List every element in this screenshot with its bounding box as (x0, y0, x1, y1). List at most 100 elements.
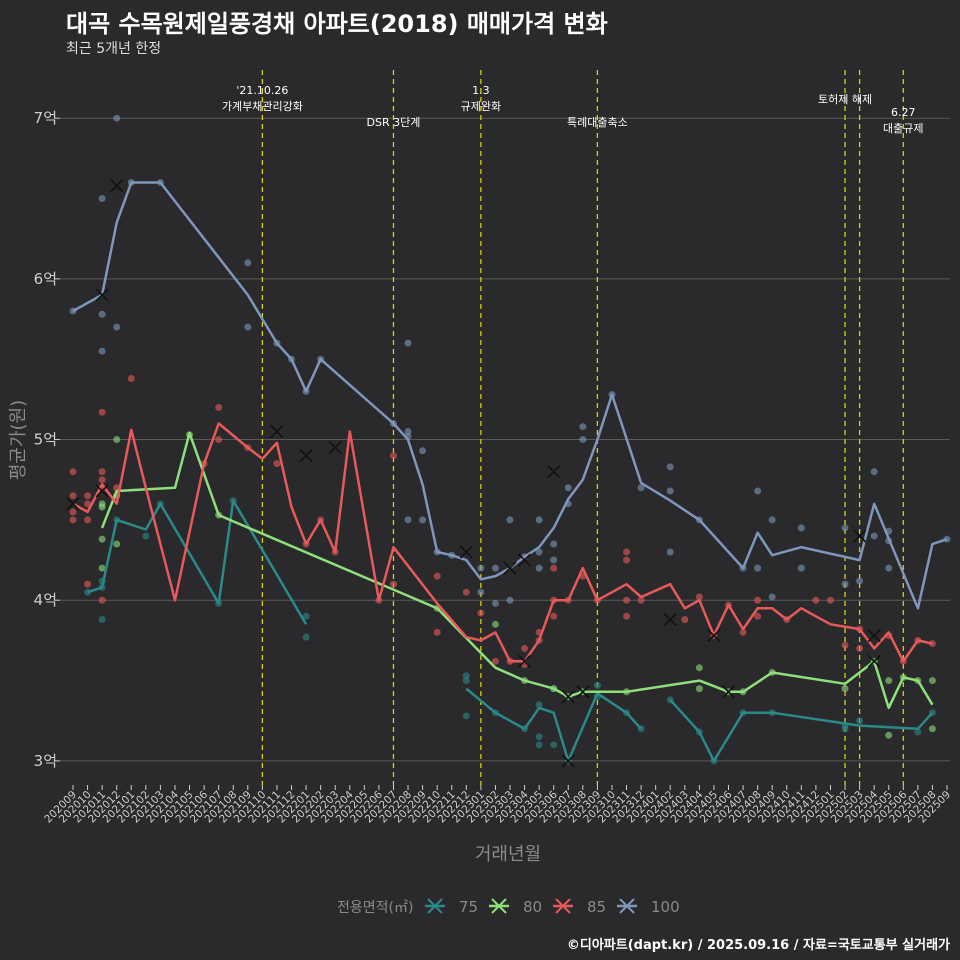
data-point-85 (623, 556, 631, 564)
data-point-100 (579, 423, 587, 431)
y-tick-label: 7억 (34, 109, 57, 127)
legend-marker-75 (427, 898, 443, 914)
chart-subtitle: 최근 5개년 한정 (66, 41, 162, 57)
cross-marker-100 (459, 545, 473, 559)
data-point-100 (404, 516, 412, 524)
legend-label-85: 85 (587, 898, 606, 916)
data-point-80 (491, 620, 499, 628)
cross-marker-100 (110, 179, 124, 193)
data-point-85 (623, 596, 631, 604)
data-point-100 (113, 323, 121, 331)
data-point-100 (870, 532, 878, 540)
data-point-75 (535, 733, 543, 741)
policy-annotation: 1.3 (472, 84, 490, 97)
data-point-100 (768, 593, 776, 601)
data-point-85 (928, 640, 936, 648)
cross-marker-85 (328, 441, 342, 455)
cross-marker-100 (547, 465, 561, 479)
data-point-100 (564, 484, 572, 492)
legend-marker-85 (555, 898, 571, 914)
data-point-100 (244, 259, 252, 267)
data-point-85 (215, 436, 223, 444)
data-point-85 (98, 468, 106, 476)
data-point-85 (681, 616, 689, 624)
cross-marker-85 (66, 497, 80, 511)
cross-marker-85 (270, 424, 284, 439)
y-axis-title: 평균가(원) (8, 400, 29, 480)
data-point-85 (389, 580, 397, 588)
data-point-100 (535, 516, 543, 524)
data-point-100 (113, 114, 121, 122)
series-line-75 (465, 687, 643, 763)
data-point-100 (797, 524, 805, 532)
cross-marker-100 (853, 529, 867, 543)
cross-marker-85 (299, 449, 313, 463)
data-point-80 (113, 436, 121, 444)
data-point-85 (127, 374, 135, 382)
data-point-100 (870, 468, 878, 476)
policy-annotation: 규제완화 (461, 100, 501, 113)
data-point-100 (491, 564, 499, 572)
data-point-100 (535, 564, 543, 572)
data-point-85 (215, 403, 223, 411)
series-line-100 (72, 181, 948, 610)
data-point-85 (841, 641, 849, 649)
data-point-85 (69, 516, 77, 524)
cross-marker-85 (518, 654, 532, 668)
cross-marker-75 (561, 754, 575, 768)
data-point-85 (69, 468, 77, 476)
data-point-85 (754, 612, 762, 620)
policy-annotation: '21.10.26 (236, 84, 288, 97)
legend-marker-80 (491, 898, 507, 914)
series-line-80 (100, 431, 934, 710)
data-point-80 (98, 503, 106, 511)
y-tick-labels: 3억 4억 5억 6억 7억 (34, 109, 60, 770)
legend-title: 전용면적(㎡) (337, 900, 413, 916)
legend-label-100: 100 (651, 898, 680, 916)
data-point-80 (695, 685, 703, 693)
data-point-85 (433, 628, 441, 636)
data-point-75 (856, 717, 864, 725)
cross-marker-80 (867, 654, 881, 668)
data-point-100 (491, 599, 499, 607)
data-point-85 (69, 508, 77, 516)
cross-marker-80 (721, 685, 736, 699)
series-line-75 (669, 698, 934, 763)
data-point-75 (462, 672, 470, 680)
data-point-100 (98, 310, 106, 318)
chart-title: 대곡 수목원제일풍경채 아파트(2018) 매매가격 변화 (66, 10, 608, 38)
data-point-85 (550, 564, 558, 572)
data-point-85 (550, 612, 558, 620)
policy-lines (261, 70, 904, 785)
data-point-75 (302, 633, 310, 641)
data-point-85 (623, 612, 631, 620)
data-point-85 (856, 644, 864, 652)
data-point-85 (69, 492, 77, 500)
data-point-100 (506, 516, 514, 524)
data-point-100 (885, 564, 893, 572)
x-tick-labels: 2020092020102020112020122021012021022021… (42, 785, 953, 825)
data-point-100 (477, 564, 485, 572)
data-point-85 (84, 516, 92, 524)
data-point-75 (462, 712, 470, 720)
data-point-85 (462, 588, 470, 596)
data-point-80 (885, 731, 893, 739)
data-point-85 (521, 644, 529, 652)
legend: 전용면적(㎡) 75 80 85 100 (337, 898, 680, 916)
cross-markers (66, 179, 881, 768)
data-point-75 (462, 677, 470, 685)
legend-label-80: 80 (523, 898, 542, 916)
data-point-85 (389, 452, 397, 460)
data-point-100 (419, 516, 427, 524)
data-point-100 (244, 323, 252, 331)
data-point-85 (98, 596, 106, 604)
legend-label-75: 75 (459, 898, 478, 916)
data-point-100 (797, 564, 805, 572)
data-point-85 (273, 460, 281, 468)
data-point-100 (666, 463, 674, 471)
cross-marker-100 (95, 288, 109, 302)
data-point-100 (579, 436, 587, 444)
data-point-100 (550, 556, 558, 564)
data-point-100 (768, 516, 776, 524)
